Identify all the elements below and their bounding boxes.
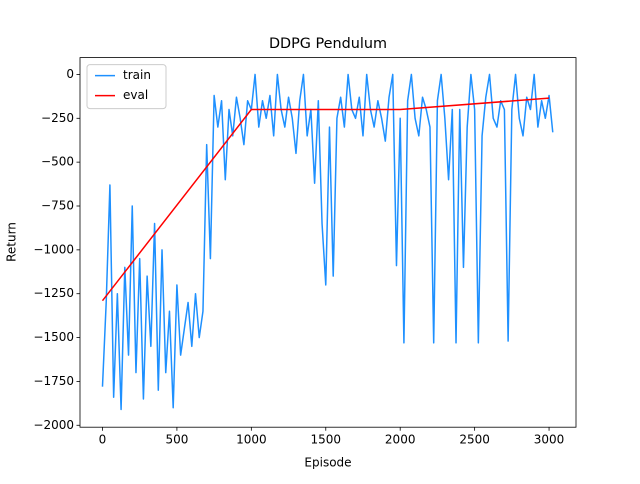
x-tick-label: 1000 [236, 433, 267, 447]
legend-label: eval [123, 88, 148, 102]
legend-label: train [123, 68, 151, 82]
x-tick-label: 2000 [385, 433, 416, 447]
y-tick-label: −2000 [33, 418, 74, 432]
y-tick-label: −750 [41, 199, 74, 213]
data-line [101, 97, 550, 302]
data-line [101, 73, 554, 411]
x-tick-label: 2500 [459, 433, 490, 447]
y-axis-label: Return [5, 222, 19, 262]
chart-title: DDPG Pendulum [269, 36, 387, 52]
plot-area [101, 73, 554, 411]
x-tick-label: 500 [165, 433, 188, 447]
legend: train eval [86, 64, 167, 110]
y-tick-label: −250 [41, 111, 74, 125]
x-tick-label: 1500 [310, 433, 341, 447]
x-axis-label: Episode [304, 456, 351, 470]
y-tick-label: −1250 [33, 286, 74, 300]
x-tick-label: 3000 [534, 433, 565, 447]
y-tick-label: 0 [66, 67, 74, 81]
y-tick-label: −1750 [33, 374, 74, 388]
y-tick-label: −500 [41, 155, 74, 169]
x-tick-label: 0 [99, 433, 107, 447]
y-tick-label: −1500 [33, 330, 74, 344]
axes-frame [79, 57, 577, 428]
y-tick-label: −1000 [33, 242, 74, 256]
